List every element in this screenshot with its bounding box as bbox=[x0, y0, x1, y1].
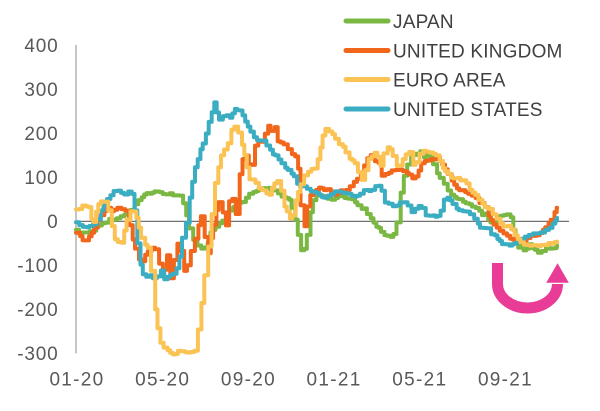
svg-text:01-21: 01-21 bbox=[307, 370, 362, 391]
svg-text:05-20: 05-20 bbox=[135, 370, 190, 391]
svg-text:100: 100 bbox=[24, 168, 58, 189]
svg-text:-200: -200 bbox=[17, 300, 58, 321]
svg-text:EURO AREA: EURO AREA bbox=[393, 70, 506, 91]
svg-text:UNITED KINGDOM: UNITED KINGDOM bbox=[393, 41, 563, 62]
svg-text:200: 200 bbox=[24, 124, 58, 145]
svg-text:09-21: 09-21 bbox=[478, 370, 533, 391]
svg-text:UNITED STATES: UNITED STATES bbox=[393, 100, 543, 121]
svg-text:JAPAN: JAPAN bbox=[393, 12, 454, 33]
svg-text:300: 300 bbox=[24, 80, 58, 101]
svg-text:-300: -300 bbox=[17, 344, 58, 365]
svg-text:0: 0 bbox=[47, 212, 58, 233]
svg-text:400: 400 bbox=[24, 36, 58, 57]
svg-text:01-20: 01-20 bbox=[49, 370, 104, 391]
svg-text:09-20: 09-20 bbox=[221, 370, 276, 391]
svg-text:05-21: 05-21 bbox=[392, 370, 447, 391]
svg-text:-100: -100 bbox=[17, 256, 58, 277]
